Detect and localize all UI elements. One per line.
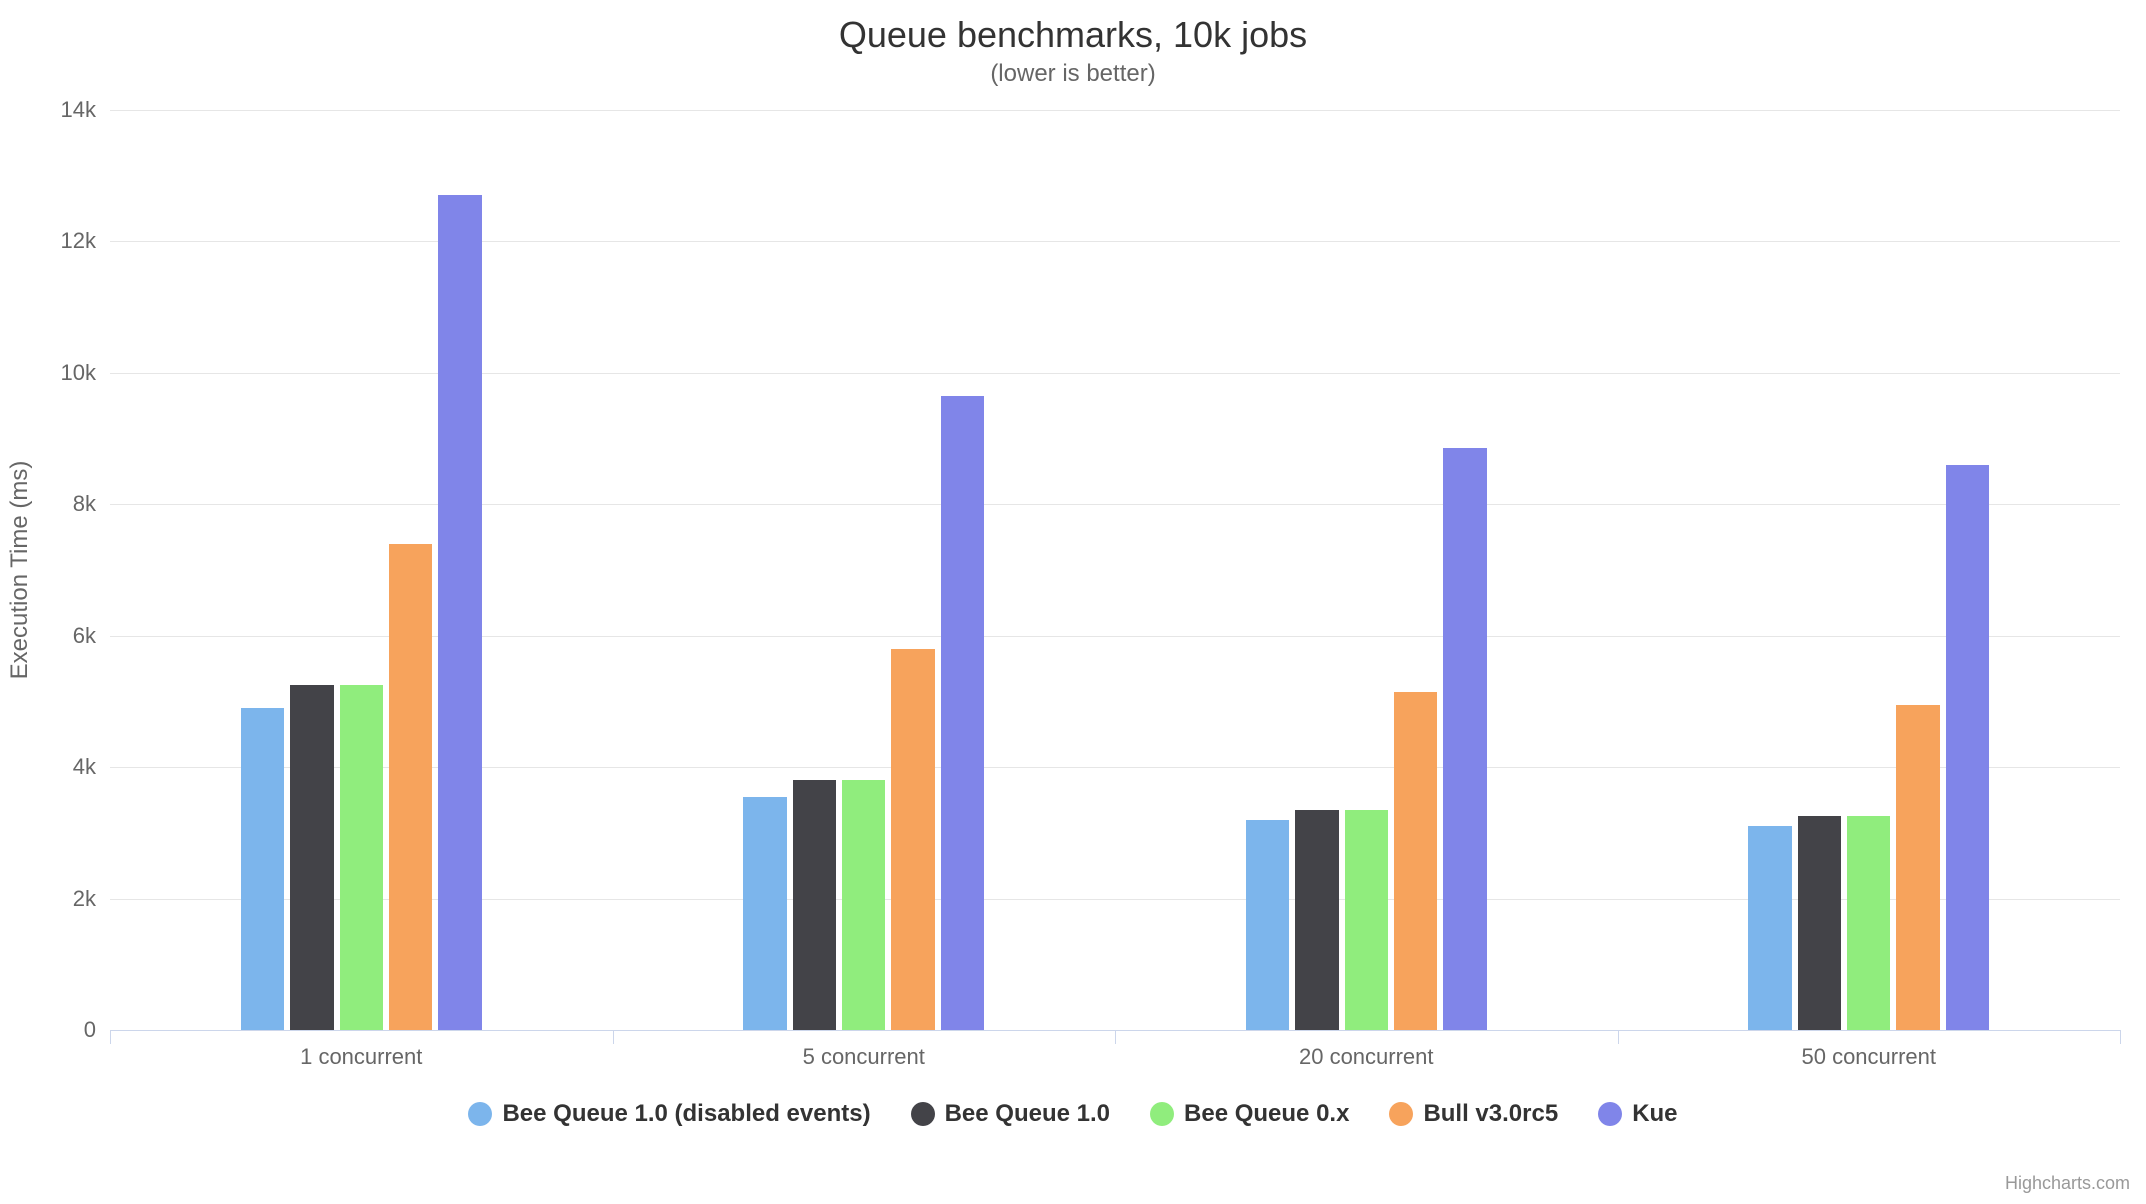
- y-tick-label: 2k: [73, 886, 110, 912]
- bar[interactable]: [1748, 826, 1791, 1030]
- chart-subtitle: (lower is better): [0, 60, 2146, 88]
- bar[interactable]: [1295, 810, 1338, 1030]
- bar[interactable]: [891, 649, 934, 1030]
- chart-title: Queue benchmarks, 10k jobs: [0, 14, 2146, 56]
- bar[interactable]: [1345, 810, 1388, 1030]
- gridline: [110, 373, 2120, 374]
- y-tick-label: 12k: [61, 228, 110, 254]
- x-tick-mark: [1115, 1030, 1116, 1044]
- bar[interactable]: [1896, 705, 1939, 1030]
- bar[interactable]: [241, 708, 284, 1030]
- bar[interactable]: [1394, 692, 1437, 1030]
- legend-swatch: [911, 1102, 935, 1126]
- x-tick-label: 1 concurrent: [300, 1044, 422, 1070]
- legend-item[interactable]: Bull v3.0rc5: [1389, 1100, 1558, 1128]
- bar[interactable]: [941, 396, 984, 1030]
- legend-item[interactable]: Kue: [1598, 1100, 1677, 1128]
- bar[interactable]: [438, 195, 481, 1030]
- legend-swatch: [468, 1102, 492, 1126]
- x-tick-mark: [2120, 1030, 2121, 1044]
- bar[interactable]: [290, 685, 333, 1030]
- legend-label: Bee Queue 0.x: [1184, 1100, 1349, 1128]
- plot-area: 02k4k6k8k10k12k14k1 concurrent5 concurre…: [110, 110, 2120, 1030]
- legend-swatch: [1598, 1102, 1622, 1126]
- bar[interactable]: [1443, 448, 1486, 1030]
- gridline: [110, 241, 2120, 242]
- x-tick-mark: [613, 1030, 614, 1044]
- y-tick-label: 14k: [61, 97, 110, 123]
- legend-swatch: [1150, 1102, 1174, 1126]
- bar[interactable]: [1946, 465, 1989, 1030]
- bar[interactable]: [743, 797, 786, 1030]
- gridline: [110, 110, 2120, 111]
- legend-label: Bull v3.0rc5: [1423, 1100, 1558, 1128]
- x-tick-mark: [1618, 1030, 1619, 1044]
- credits-link[interactable]: Highcharts.com: [2005, 1173, 2130, 1194]
- y-tick-label: 4k: [73, 754, 110, 780]
- y-tick-label: 8k: [73, 491, 110, 517]
- bar[interactable]: [1246, 820, 1289, 1030]
- y-tick-label: 10k: [61, 360, 110, 386]
- legend-item[interactable]: Bee Queue 0.x: [1150, 1100, 1349, 1128]
- bar[interactable]: [340, 685, 383, 1030]
- bar[interactable]: [842, 780, 885, 1030]
- legend: Bee Queue 1.0 (disabled events) Bee Queue…: [0, 1100, 2146, 1128]
- x-tick-label: 20 concurrent: [1299, 1044, 1434, 1070]
- legend-item[interactable]: Bee Queue 1.0 (disabled events): [468, 1100, 870, 1128]
- x-tick-label: 50 concurrent: [1801, 1044, 1936, 1070]
- y-tick-label: 6k: [73, 623, 110, 649]
- legend-item[interactable]: Bee Queue 1.0: [911, 1100, 1110, 1128]
- legend-swatch: [1389, 1102, 1413, 1126]
- bar[interactable]: [1847, 816, 1890, 1030]
- bar[interactable]: [1798, 816, 1841, 1030]
- bar[interactable]: [793, 780, 836, 1030]
- legend-label: Bee Queue 1.0: [945, 1100, 1110, 1128]
- x-tick-label: 5 concurrent: [803, 1044, 925, 1070]
- legend-label: Bee Queue 1.0 (disabled events): [502, 1100, 870, 1128]
- y-tick-label: 0: [84, 1017, 110, 1043]
- x-tick-mark: [110, 1030, 111, 1044]
- queue-benchmarks-chart: Queue benchmarks, 10k jobs (lower is bet…: [0, 0, 2146, 1204]
- legend-label: Kue: [1632, 1100, 1677, 1128]
- y-axis-label: Execution Time (ms): [6, 461, 34, 680]
- bar[interactable]: [389, 544, 432, 1030]
- gridline: [110, 504, 2120, 505]
